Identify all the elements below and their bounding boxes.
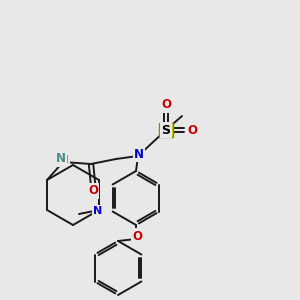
Text: H: H (61, 155, 69, 165)
Text: N: N (56, 152, 66, 166)
Text: N: N (93, 206, 103, 216)
Bar (159, 123, 173, 137)
Text: O: O (161, 98, 171, 112)
Text: N: N (134, 148, 144, 160)
Text: S: S (161, 124, 170, 136)
Text: O: O (132, 230, 142, 242)
Text: O: O (88, 184, 98, 197)
Text: O: O (187, 124, 197, 136)
